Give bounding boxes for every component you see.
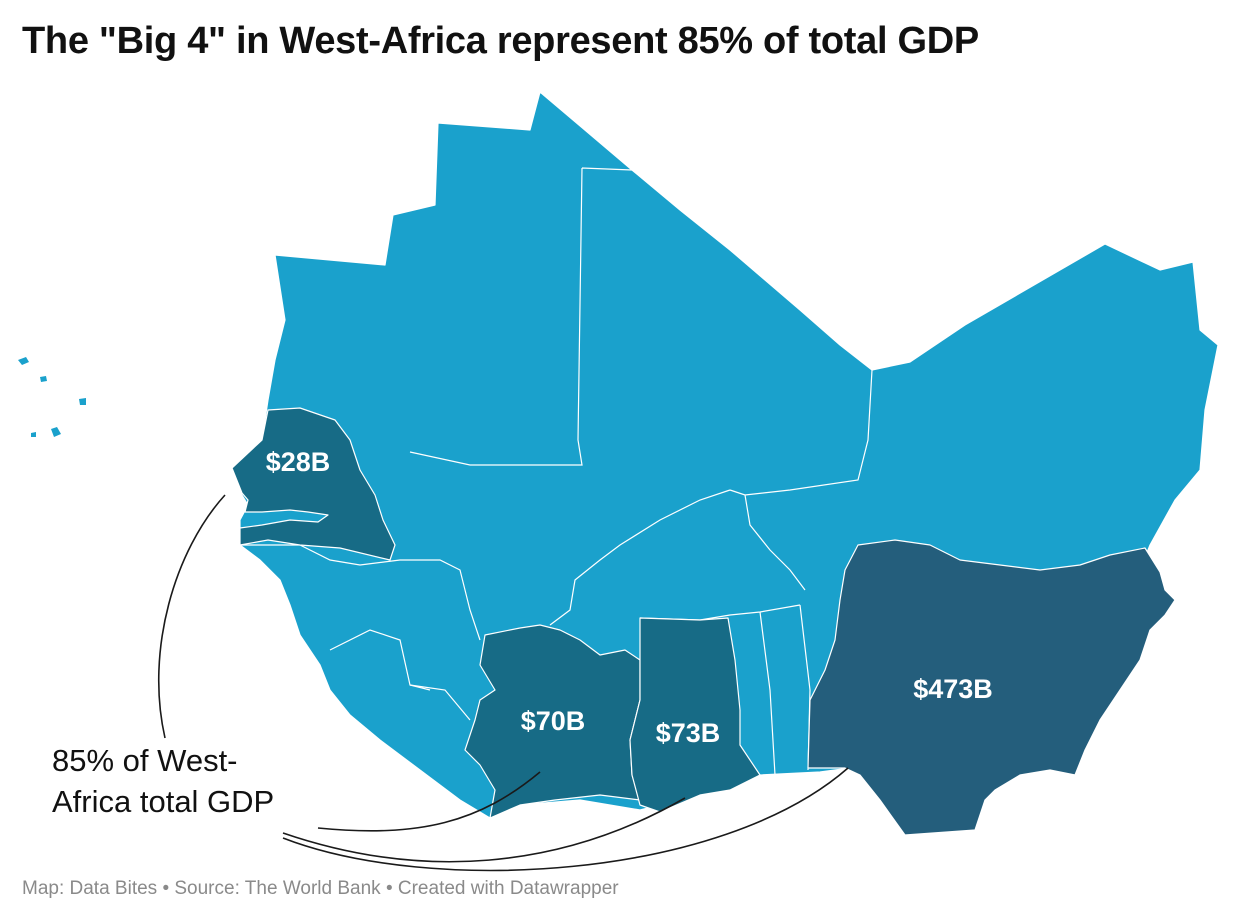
border-mauritania-mali bbox=[409, 167, 633, 466]
annotation-line-senegal bbox=[157, 494, 226, 739]
border-mali-niger bbox=[729, 369, 873, 496]
country-nigeria[interactable] bbox=[807, 539, 1176, 836]
annotation-text: 85% of West- Africa total GDP bbox=[52, 743, 275, 819]
border-guinea-sierra bbox=[329, 629, 431, 691]
internal-borders bbox=[240, 167, 873, 776]
border-mali-burkina bbox=[549, 489, 731, 626]
label-nigeria-gdp: $473B bbox=[913, 674, 993, 704]
page-title: The "Big 4" in West-Africa represent 85%… bbox=[22, 20, 979, 62]
cabo-verde-islands bbox=[18, 357, 86, 437]
country-senegal[interactable] bbox=[231, 407, 396, 561]
label-ghana-gdp: $73B bbox=[656, 718, 721, 748]
island bbox=[31, 432, 36, 437]
annotation-line-nigeria bbox=[282, 767, 849, 872]
label-cote-divoire-gdp: $70B bbox=[521, 706, 586, 736]
border-guinea bbox=[299, 544, 481, 641]
island bbox=[18, 357, 29, 365]
border-burkina-niger bbox=[744, 494, 806, 591]
island bbox=[40, 376, 47, 382]
island bbox=[79, 398, 86, 405]
country-ghana[interactable] bbox=[629, 617, 761, 813]
country-cote-divoire[interactable] bbox=[464, 624, 641, 819]
footer-credits: Map: Data Bites • Source: The World Bank… bbox=[22, 878, 619, 899]
annotation-line-cote-divoire bbox=[317, 771, 541, 832]
island bbox=[51, 427, 61, 437]
label-senegal-gdp: $28B bbox=[266, 447, 331, 477]
annotation-line-ghana bbox=[282, 797, 686, 863]
border-liberia bbox=[409, 684, 471, 721]
